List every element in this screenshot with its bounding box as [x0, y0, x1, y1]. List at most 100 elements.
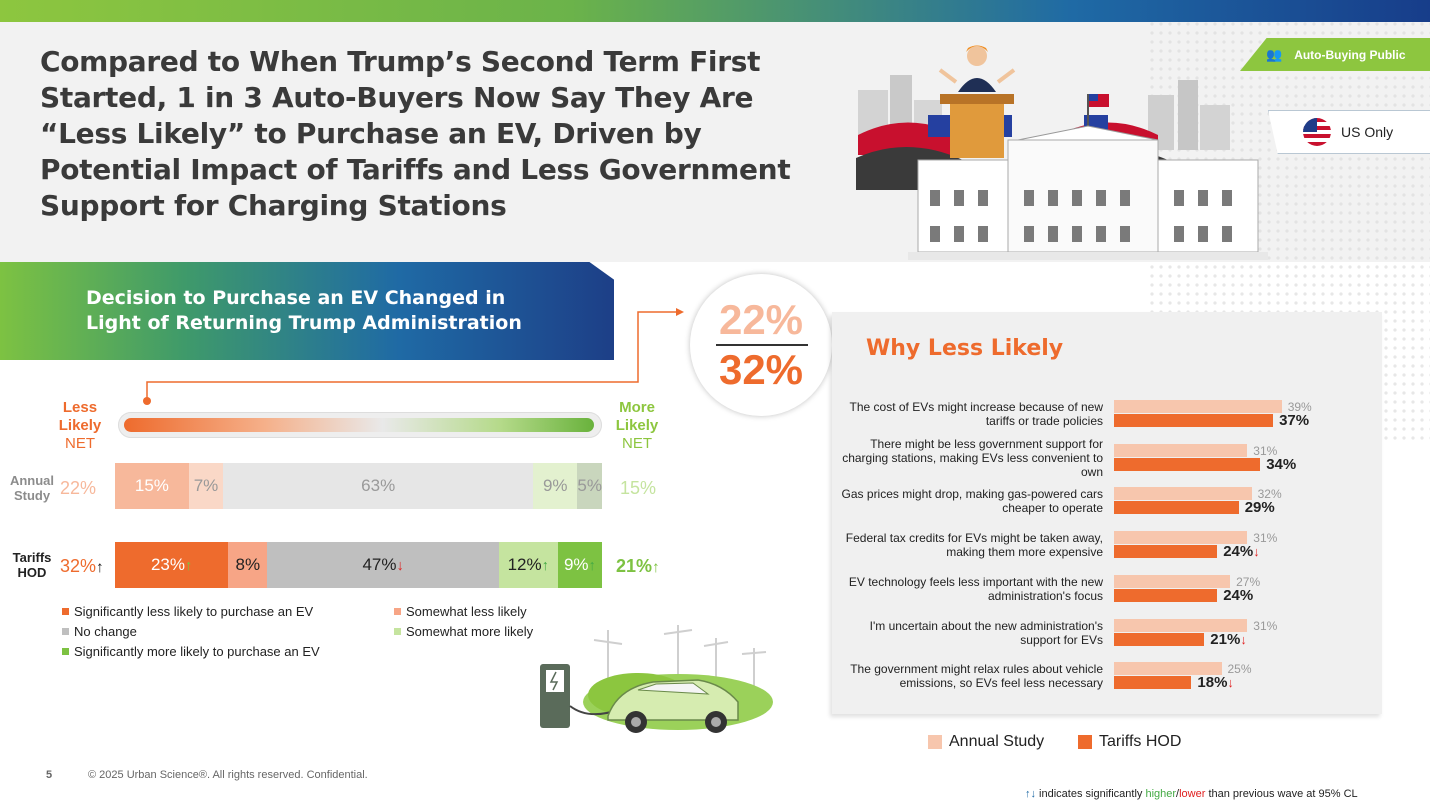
why-bar-tariffs [1114, 588, 1218, 602]
why-reason-label: There might be less government support f… [830, 437, 1103, 479]
row-label-tariffs: Tariffs HOD [12, 550, 52, 580]
why-less-likely-title: Why Less Likely [866, 336, 1064, 361]
why-value-annual: 25% [1227, 662, 1252, 677]
legend-item: Significantly less likely to purchase an… [62, 604, 313, 619]
region-label: US Only [1341, 124, 1394, 140]
legend-label: Somewhat less likely [406, 604, 527, 619]
section-title: Decision to Purchase an EV Changed in Li… [86, 287, 522, 334]
why-value-tariffs: 18%↓ [1197, 674, 1234, 692]
why-value-tariffs: 34% [1266, 455, 1297, 473]
why-bar-annual [1114, 531, 1248, 545]
why-bar-tariffs [1114, 414, 1274, 427]
why-bar-tariffs [1114, 676, 1192, 690]
legend-annual-label: Annual Study [949, 733, 1045, 750]
less-likely-label: Less Likely NET [40, 399, 120, 453]
why-value-tariffs: 29% [1244, 499, 1275, 517]
why-value-tariffs: 21%↓ [1210, 630, 1247, 648]
why-reason-label-line: There might be less government support f… [870, 436, 1103, 451]
why-bar-tariffs [1114, 632, 1205, 646]
why-reason-label-line: emissions, so EVs feel less necessary [899, 676, 1103, 691]
why-reason-label-line: administration's focus [987, 588, 1103, 603]
why-value-tariffs: 37% [1279, 412, 1310, 429]
footnote-lower: lower [1179, 788, 1206, 800]
footnote-higher: higher [1145, 788, 1177, 800]
stack-segment-label: 9%↑ [563, 555, 596, 574]
legend-swatch-tariffs [1078, 735, 1092, 749]
audience-badge: 👥 Auto-Buying Public [1240, 38, 1430, 71]
why-bar-tariffs [1114, 501, 1239, 515]
stack-segment-label: 9% [542, 476, 568, 495]
legend-item: Somewhat less likely [394, 604, 527, 619]
legend-annual-study: Annual Study [928, 733, 1044, 751]
less-likely-net: NET [65, 435, 95, 452]
stack-segment-label: 5% [577, 476, 602, 495]
why-value-tariffs: 24% [1223, 586, 1254, 604]
why-reason-label-line: own [1080, 464, 1103, 479]
why-value-annual: 39% [1287, 400, 1312, 414]
top-accent-bar [0, 0, 1430, 22]
stack-segment-label: 47%↓ [362, 555, 404, 574]
legend-tariffs-label: Tariffs HOD [1099, 733, 1182, 750]
stack-segment-label: 8% [235, 555, 261, 574]
stack-segment-annual-1: 7% [188, 463, 224, 509]
why-bar-annual [1114, 443, 1248, 457]
legend-label: Significantly more likely to purchase an… [74, 644, 320, 659]
stack-segment-tariffs-0: 23%↑ [115, 542, 229, 588]
why-reason-label: The government might relax rules about v… [830, 662, 1103, 690]
why-value-annual: 27% [1236, 574, 1261, 589]
stack-segment-annual-3: 9% [533, 463, 578, 509]
tariffs-more-likely-net: 21%↑ [616, 556, 660, 576]
tariffs-less-likely-big: 32% [718, 346, 804, 393]
stack-segment-label: 7% [193, 476, 219, 495]
significance-footnote: ↑↓ indicates significantly higher/lower … [1025, 788, 1358, 800]
section-banner [0, 262, 614, 360]
why-reason-label-line: I'm uncertain about the new administrati… [869, 618, 1103, 633]
legend-item: Significantly more likely to purchase an… [62, 644, 320, 659]
people-icon: 👥 [1266, 46, 1283, 62]
more-likely-label: More Likely NET [600, 399, 674, 453]
audience-label: Auto-Buying Public [1294, 47, 1406, 62]
legend-item: No change [62, 624, 137, 639]
why-less-likely-panel [832, 312, 1382, 714]
why-bar-annual [1114, 574, 1231, 588]
why-reason-label: EV technology feels less important with … [830, 575, 1103, 603]
why-reason-label: Gas prices might drop, making gas-powere… [830, 487, 1103, 515]
why-bar-tariffs [1114, 545, 1218, 559]
annual-less-likely-net: 22% [60, 478, 97, 498]
connector-line [146, 308, 684, 400]
legend-swatch [62, 608, 69, 615]
stack-segment-label: 63% [361, 476, 396, 495]
scale-marker-dot [143, 397, 151, 405]
legend-label: Somewhat more likely [406, 624, 534, 639]
footnote-arrows: ↑↓ [1025, 788, 1036, 800]
page-title: Compared to When Trump’s Second Term Fir… [40, 45, 791, 222]
legend-swatch [62, 648, 69, 655]
stack-segment-annual-2: 63% [223, 463, 534, 509]
why-value-tariffs: 24%↓ [1223, 543, 1260, 561]
annual-more-likely-net: 15% [620, 478, 657, 498]
legend-label: No change [74, 624, 137, 639]
why-reason-label-line: cheaper to operate [1002, 501, 1103, 516]
why-bar-annual [1114, 618, 1248, 632]
less-likely-line-2: Likely [58, 417, 102, 434]
why-reason-label-line: charging stations, making EVs less conve… [842, 450, 1103, 465]
stack-segment-tariffs-1: 8% [228, 542, 268, 588]
why-reason-label-line: Gas prices might drop, making gas-powere… [841, 487, 1103, 502]
legend-tariffs-hod: Tariffs HOD [1078, 733, 1181, 751]
why-reason-label: Federal tax credits for EVs might be tak… [830, 531, 1103, 559]
region-badge: US Only [1268, 110, 1430, 154]
stack-segment-label: 15% [134, 476, 169, 495]
stack-segment-tariffs-2: 47%↓ [267, 542, 499, 588]
why-value-annual: 31% [1253, 443, 1278, 458]
why-reason-label-line: The cost of EVs might increase because o… [849, 400, 1103, 414]
why-value-annual: 32% [1257, 487, 1282, 502]
why-reason-label-line: making them more expensive [946, 545, 1103, 560]
stack-segment-annual-0: 15% [115, 463, 189, 509]
us-flag-icon [1303, 118, 1331, 146]
why-bar-tariffs [1114, 457, 1261, 471]
ev-car-illustration [540, 625, 773, 733]
more-likely-net: NET [622, 435, 652, 452]
more-likely-line-1: More [619, 399, 655, 416]
why-bar-annual [1114, 400, 1282, 413]
footnote-slash: / [1176, 788, 1180, 800]
